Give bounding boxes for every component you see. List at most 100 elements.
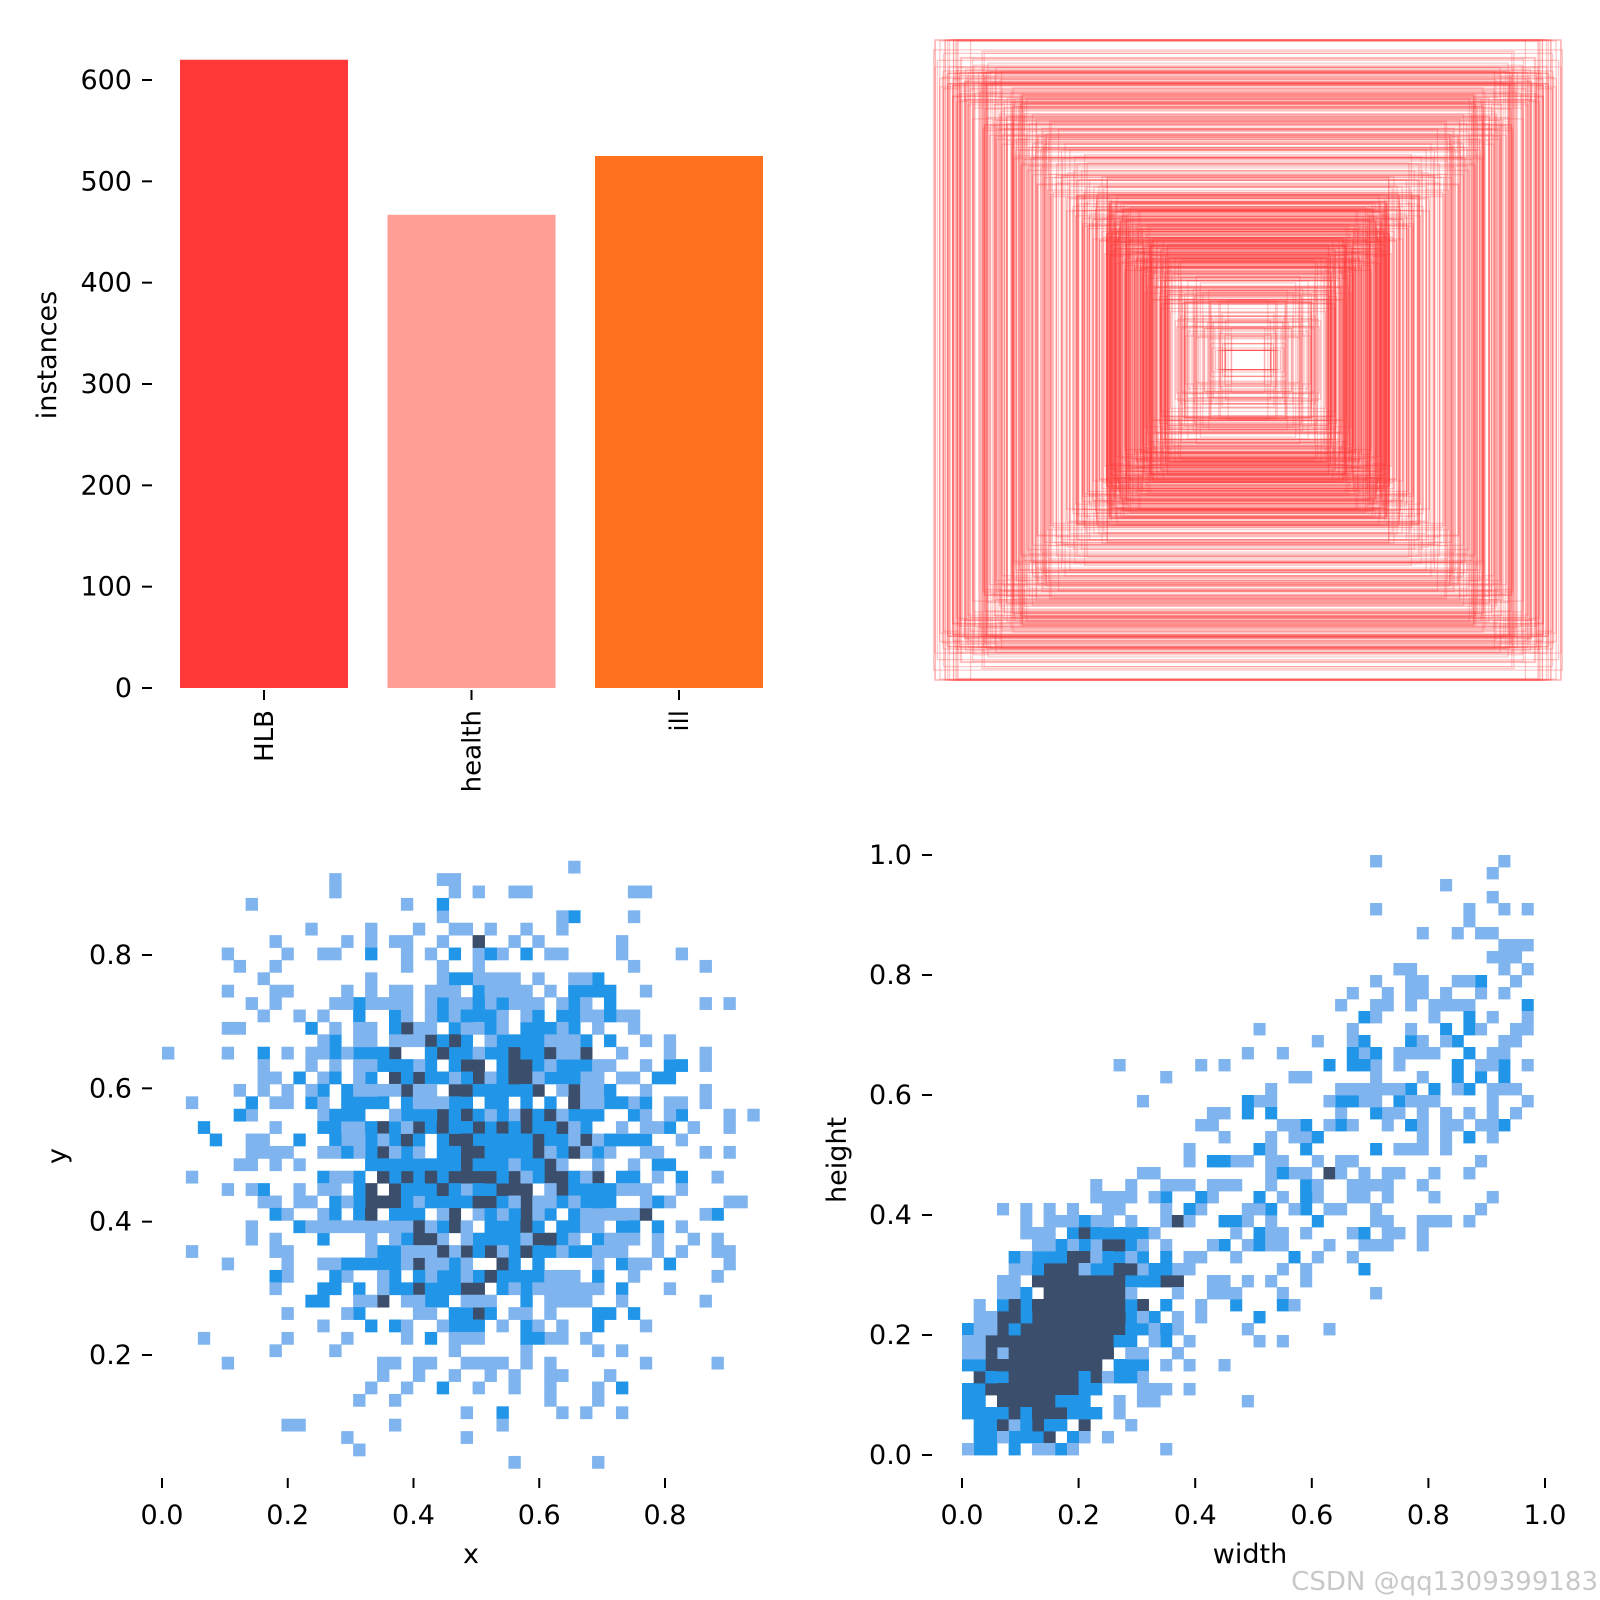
- label-box: [1111, 206, 1385, 514]
- label-box: [1086, 200, 1410, 520]
- hist-cell: [639, 1207, 653, 1221]
- hist-cell: [1160, 1191, 1173, 1204]
- hist-cell: [1346, 1035, 1359, 1048]
- hist-cell: [556, 1009, 569, 1023]
- hist-cell: [580, 1406, 593, 1420]
- hist-cell: [532, 935, 545, 948]
- hist-cell: [1346, 1251, 1359, 1264]
- hist-cell: [568, 1059, 581, 1072]
- hist-cell: [508, 1282, 521, 1296]
- hist-cell: [1463, 1215, 1476, 1228]
- hist-cell: [245, 997, 258, 1010]
- hist-cell: [353, 1121, 366, 1134]
- label-box: [1183, 301, 1313, 419]
- hist-cell: [1125, 1419, 1138, 1432]
- hist-cell: [496, 1183, 509, 1196]
- hist-cell: [400, 1133, 414, 1147]
- hist-cell: [699, 1294, 712, 1308]
- hist-cell: [663, 1257, 677, 1271]
- hist-cell: [353, 1220, 366, 1234]
- label-box: [1110, 198, 1386, 522]
- label-box: [1127, 252, 1369, 468]
- label-box: [1114, 241, 1382, 479]
- label-box: [1081, 170, 1415, 550]
- hist-cell: [580, 1133, 593, 1147]
- hist-cell: [472, 1145, 485, 1159]
- hist-cell: [1486, 1131, 1499, 1144]
- label-box: [1033, 156, 1463, 564]
- hist-cell: [484, 1083, 497, 1097]
- hist-cell: [400, 947, 414, 961]
- hist-cell: [1055, 1275, 1068, 1288]
- label-box: [1167, 266, 1329, 454]
- label-box: [1011, 115, 1485, 605]
- hist-cell: [1031, 1443, 1045, 1456]
- hist-cell: [245, 1096, 258, 1110]
- hist-cell: [687, 1232, 700, 1246]
- hist-cell: [1486, 1107, 1499, 1120]
- hist-cell: [1276, 1263, 1289, 1276]
- hist-cell: [245, 897, 258, 911]
- hist-cell: [1136, 1167, 1149, 1180]
- hist-cell: [269, 997, 282, 1010]
- label-box: [1150, 258, 1346, 462]
- label-box: [1193, 296, 1303, 424]
- hist-cell: [1370, 1287, 1383, 1300]
- hist-cell: [484, 1269, 497, 1283]
- hist-cell: [508, 1195, 521, 1209]
- label-box: [1125, 238, 1371, 482]
- hist-cell: [412, 1034, 426, 1048]
- label-box: [1021, 103, 1475, 617]
- hist-cell: [508, 1083, 521, 1097]
- hist-cell: [329, 1145, 342, 1159]
- hist-cell: [1358, 1059, 1371, 1072]
- label-box: [1148, 238, 1348, 482]
- hist-cell: [556, 1083, 569, 1097]
- hist-cell: [317, 1108, 330, 1122]
- label-box: [1163, 291, 1333, 429]
- hist-cell: [377, 997, 390, 1010]
- hist-cell: [388, 1207, 402, 1221]
- hist-cell: [484, 1307, 497, 1320]
- hist-cell: [1101, 1215, 1114, 1228]
- hist-cell: [460, 1282, 474, 1296]
- hist-cell: [532, 1170, 545, 1184]
- hist-cell: [508, 1170, 521, 1184]
- hist-cell: [1370, 855, 1383, 868]
- label-box: [964, 80, 1532, 640]
- hist-cell: [1335, 1119, 1348, 1132]
- hist-cell: [615, 1096, 629, 1110]
- xy-xtick-label: 0.4: [392, 1500, 435, 1531]
- hist-cell: [424, 997, 438, 1010]
- hist-cell: [484, 997, 497, 1010]
- hist-cell: [675, 1220, 689, 1234]
- label-box: [1006, 135, 1490, 585]
- hist-cell: [592, 1096, 605, 1110]
- label-box: [971, 58, 1525, 662]
- hist-cell: [484, 1108, 497, 1122]
- hist-cell: [412, 1170, 426, 1184]
- hist-cell: [269, 1071, 282, 1085]
- hist-cell: [568, 1245, 581, 1258]
- label-box: [1136, 225, 1360, 495]
- hist-cell: [1043, 1203, 1056, 1216]
- label-box: [1073, 170, 1423, 550]
- hist-cell: [568, 1183, 581, 1196]
- xy-xtick-label: 0.6: [518, 1500, 561, 1531]
- hist-cell: [532, 1071, 545, 1085]
- hist-cell: [663, 1096, 677, 1110]
- label-box: [983, 52, 1513, 668]
- label-box: [1082, 223, 1414, 497]
- hist-cell: [436, 873, 450, 886]
- label-box: [1224, 349, 1272, 371]
- hist-cell: [281, 947, 294, 961]
- hist-cell: [484, 1071, 497, 1085]
- hist-cell: [1486, 1119, 1499, 1132]
- hist-cell: [1008, 1323, 1021, 1336]
- hist-cell: [1370, 1011, 1383, 1024]
- hist-cell: [1043, 1263, 1056, 1276]
- hist-cell: [1288, 1131, 1301, 1144]
- hist-cell: [544, 1133, 557, 1147]
- label-box: [1000, 110, 1496, 610]
- hist-cell: [400, 1207, 414, 1221]
